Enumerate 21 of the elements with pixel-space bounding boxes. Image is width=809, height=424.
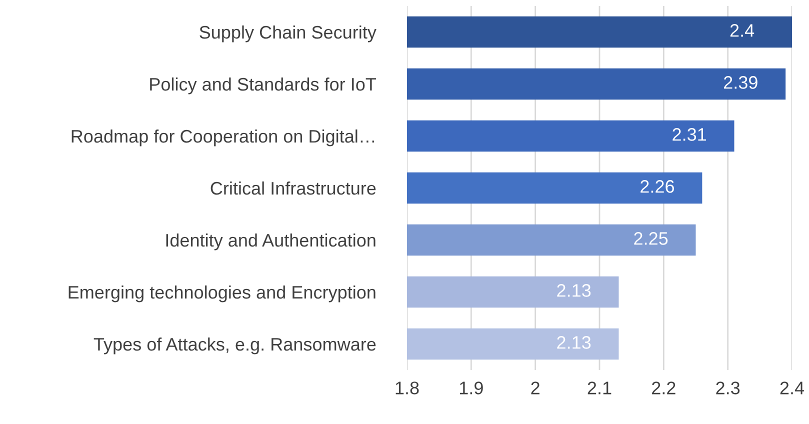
data-label: 2.13 [557, 336, 591, 349]
y-tick-label: Types of Attacks, e.g. Ransomware [94, 337, 376, 354]
x-tick-label: 2.2 [652, 382, 676, 394]
data-label: 2.26 [640, 180, 674, 193]
y-tick-label: Roadmap for Cooperation on Digital… [72, 129, 374, 146]
y-tick-label: Supply Chain Security [200, 25, 376, 42]
x-tick-label: 2.4 [780, 382, 804, 394]
x-tick-label: 1.9 [460, 382, 483, 394]
x-tick-label: 1.8 [396, 382, 419, 394]
y-tick-label: Emerging technologies and Encryption [68, 285, 376, 302]
data-label: 2.39 [724, 76, 758, 89]
x-tick-label: 2.3 [716, 382, 740, 394]
data-label: 2.25 [634, 232, 668, 245]
y-tick-label: Critical Infrastructure [210, 181, 376, 195]
data-label: 2.4 [730, 24, 754, 37]
data-label: 2.31 [672, 128, 706, 141]
x-tick-label: 2.1 [588, 382, 612, 394]
data-label: 2.13 [557, 284, 591, 297]
y-tick-label: Policy and Standards for IoT [150, 77, 376, 94]
y-tick-label: Identity and Authentication [166, 233, 376, 250]
x-tick-label: 2 [531, 382, 540, 394]
